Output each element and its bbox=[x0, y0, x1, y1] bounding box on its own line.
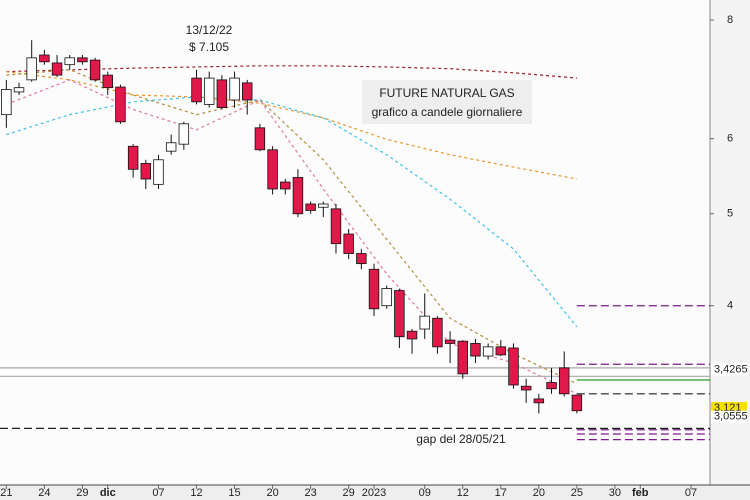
x-tick-label: 2023 bbox=[362, 487, 386, 499]
candle-body bbox=[191, 77, 202, 103]
annotation: gap del 28/05/21 bbox=[416, 432, 506, 446]
moving-average bbox=[6, 71, 577, 180]
candle-body bbox=[343, 233, 354, 254]
annotation: 13/12/22 bbox=[186, 23, 233, 37]
candle-body bbox=[330, 208, 342, 245]
chart-subtitle: grafico a candele giornaliere bbox=[372, 105, 523, 119]
x-tick-label: 07 bbox=[152, 487, 164, 499]
x-tick-label: 24 bbox=[38, 487, 50, 499]
x-tick-label: dic bbox=[100, 487, 116, 499]
x-tick-label: 20 bbox=[266, 487, 278, 499]
candle-body bbox=[292, 177, 304, 215]
candle-body bbox=[558, 367, 570, 395]
candle-body bbox=[571, 394, 583, 412]
candle-body bbox=[533, 398, 545, 404]
candle-body bbox=[381, 288, 392, 307]
candle-body bbox=[178, 123, 190, 145]
candle-body bbox=[89, 59, 101, 81]
y-tick-label: 6 bbox=[727, 133, 733, 145]
candle-body bbox=[508, 347, 519, 386]
candle-body bbox=[419, 315, 430, 330]
price-label: 3,4265 bbox=[714, 363, 748, 375]
candle-body bbox=[482, 346, 494, 357]
price-label-box bbox=[711, 363, 747, 376]
y-tick-label: 5 bbox=[727, 208, 733, 220]
x-tick-label: 15 bbox=[228, 487, 240, 499]
x-tick-label: 20 bbox=[533, 487, 545, 499]
candle-body bbox=[165, 142, 177, 152]
candle-body bbox=[39, 54, 50, 63]
candle-body bbox=[280, 181, 291, 190]
chart-title: FUTURE NATURAL GAS bbox=[379, 86, 514, 100]
candle-body bbox=[64, 57, 75, 66]
candle-body bbox=[318, 203, 329, 208]
moving-average bbox=[6, 79, 578, 395]
x-tick-label: 17 bbox=[495, 487, 507, 499]
candle-body bbox=[267, 149, 278, 190]
x-tick-label: 29 bbox=[343, 487, 355, 499]
x-tick-label: feb bbox=[632, 487, 649, 499]
candle-body bbox=[406, 330, 418, 340]
candle-body bbox=[444, 339, 456, 344]
candle-body bbox=[51, 62, 63, 76]
moving-average bbox=[6, 65, 577, 79]
candle-body bbox=[102, 74, 113, 89]
candle-body bbox=[432, 317, 443, 348]
x-tick-label: 21 bbox=[0, 487, 12, 499]
moving-average bbox=[6, 96, 578, 328]
title-box bbox=[362, 80, 532, 124]
candle-body bbox=[305, 203, 316, 211]
candle-body bbox=[216, 79, 228, 108]
candle-body bbox=[520, 385, 532, 391]
candle-body bbox=[457, 340, 468, 375]
candle-body bbox=[13, 87, 25, 93]
candle-body bbox=[115, 86, 126, 123]
x-tick-label: 30 bbox=[609, 487, 621, 499]
candle-body bbox=[203, 77, 215, 105]
candle-body bbox=[140, 163, 152, 180]
x-tick-label: 07 bbox=[685, 487, 697, 499]
x-tick-label: 12 bbox=[190, 487, 202, 499]
y-tick-label: 4 bbox=[727, 300, 733, 312]
candle-body bbox=[470, 343, 481, 357]
candle-body bbox=[495, 346, 507, 356]
x-tick-label: 25 bbox=[571, 487, 583, 499]
moving-average bbox=[6, 69, 578, 385]
candle-body bbox=[127, 145, 139, 170]
candle-body bbox=[394, 290, 405, 338]
annotation: $ 7.105 bbox=[189, 40, 229, 54]
candle-body bbox=[229, 77, 240, 101]
candle-body bbox=[153, 159, 164, 185]
candle-body bbox=[1, 89, 12, 116]
price-label-box bbox=[711, 410, 747, 423]
candle-body bbox=[368, 268, 380, 310]
bottom-axis-panel bbox=[0, 485, 750, 500]
x-tick-label: 09 bbox=[419, 487, 431, 499]
x-tick-label: 29 bbox=[76, 487, 88, 499]
candle-body bbox=[26, 57, 37, 81]
candle-body bbox=[254, 127, 266, 151]
candle-body bbox=[77, 57, 88, 63]
candle-body bbox=[356, 253, 367, 265]
y-tick-label: 8 bbox=[727, 14, 733, 26]
x-tick-label: 23 bbox=[305, 487, 317, 499]
x-tick-label: 12 bbox=[457, 487, 469, 499]
candle-body bbox=[546, 382, 557, 390]
candle-body bbox=[242, 82, 253, 101]
price-label: 3,0555 bbox=[714, 411, 748, 423]
